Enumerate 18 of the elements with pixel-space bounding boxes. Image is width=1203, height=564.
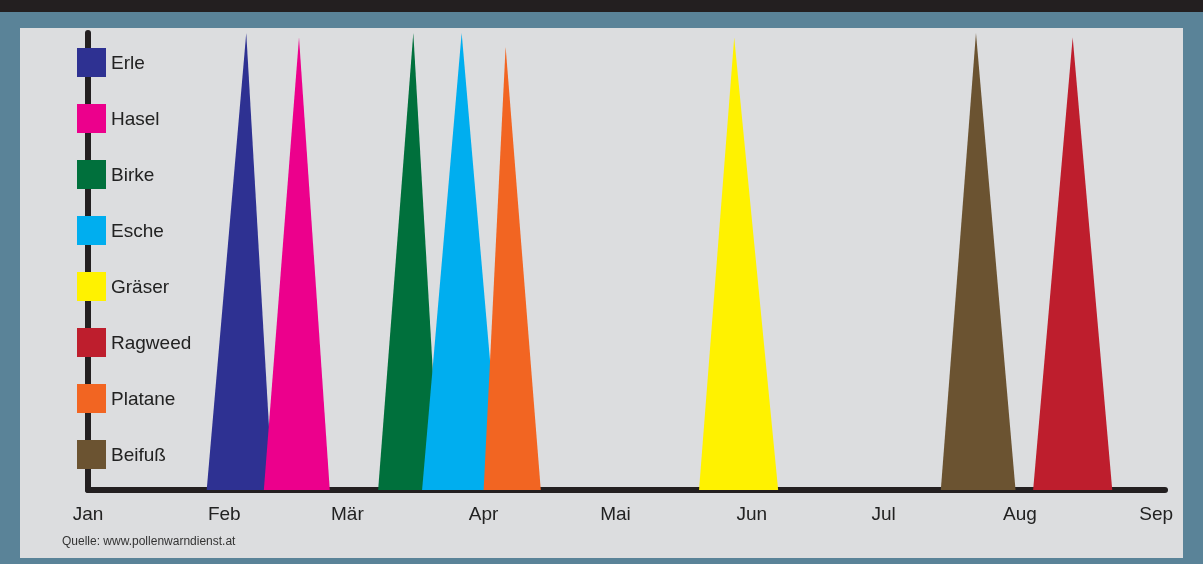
x-tick-label: Feb xyxy=(207,503,241,524)
x-tick-label: Aug xyxy=(1003,503,1037,524)
legend-label: Erle xyxy=(111,52,145,73)
source-note: Quelle: www.pollenwarndienst.at xyxy=(62,534,236,548)
x-tick-label: Jun xyxy=(736,503,768,524)
x-tick-label: Jan xyxy=(72,503,104,524)
legend-label: Gräser xyxy=(111,276,170,297)
x-tick-label: Mai xyxy=(600,503,631,524)
legend-label: Hasel xyxy=(111,108,160,129)
x-tick-label: Mär xyxy=(330,503,365,524)
legend-label: Birke xyxy=(111,164,155,185)
x-tick-label: Apr xyxy=(468,503,500,524)
legend-label: Esche xyxy=(111,220,164,241)
x-tick-label: Sep xyxy=(1139,503,1174,524)
legend-label: Ragweed xyxy=(111,332,192,353)
x-tick-label: Jul xyxy=(871,503,896,524)
legend-label: Beifuß xyxy=(111,444,166,465)
legend-label: Platane xyxy=(111,388,176,409)
